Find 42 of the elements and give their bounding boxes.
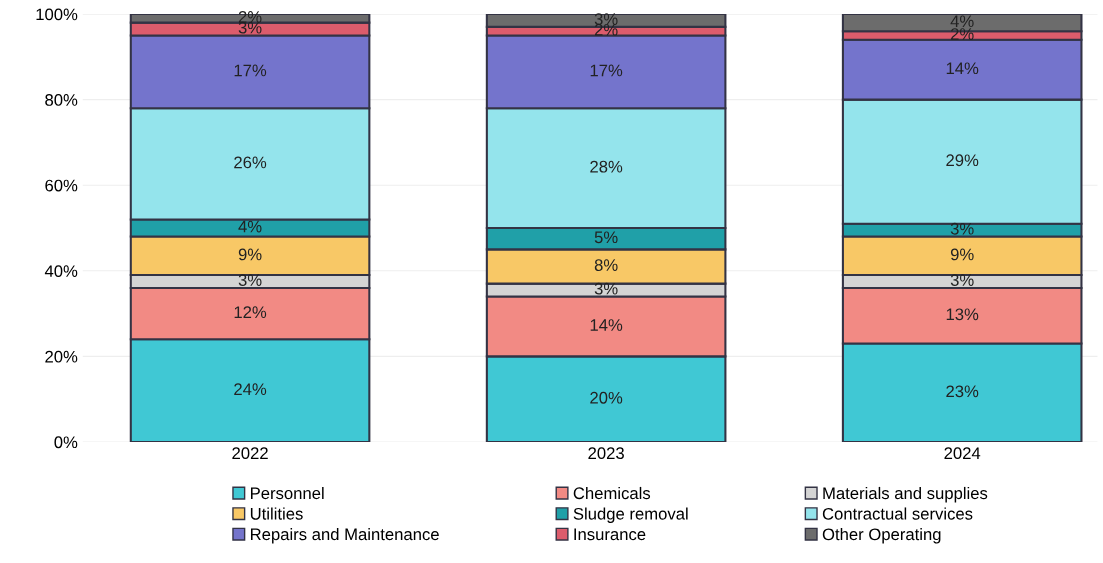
data-label: 14% [946, 62, 979, 75]
data-label: 5% [594, 231, 618, 244]
data-label: 4% [950, 15, 974, 28]
x-tick-label: 2022 [232, 447, 268, 460]
legend-label: Contractual services [822, 507, 973, 520]
data-label: 8% [594, 259, 618, 271]
data-label: 29% [946, 154, 979, 167]
data-label: 17% [234, 64, 267, 77]
data-label: 9% [238, 248, 262, 261]
data-label: 26% [234, 156, 267, 169]
data-label: 3% [594, 282, 618, 295]
legend-label: Insurance [574, 528, 646, 541]
legend-label: Materials and supplies [823, 486, 988, 503]
data-label: 9% [950, 248, 974, 261]
data-label: 3% [950, 274, 974, 286]
legend-label: Other Operating [822, 527, 941, 544]
data-label: 3% [238, 21, 262, 34]
data-label: 23% [946, 385, 979, 398]
data-label: 24% [234, 383, 267, 396]
legend-label: Repairs and Maintenance [251, 527, 439, 544]
legend-label: Chemicals [573, 486, 651, 500]
data-label: 17% [590, 64, 623, 77]
data-label: 3% [950, 222, 974, 235]
legend-label: Utilities [250, 507, 303, 520]
data-label: 13% [946, 308, 979, 321]
y-tick-label: 20% [45, 350, 78, 363]
data-label: 12% [234, 306, 267, 318]
y-tick-label: 0% [54, 436, 78, 449]
y-tick-label: 60% [45, 179, 78, 192]
x-tick-label: 2024 [944, 447, 981, 460]
x-tick-label: 2023 [588, 447, 624, 460]
data-label: 20% [590, 391, 623, 404]
data-label: 14% [590, 319, 623, 331]
legend-label: Personnel [251, 486, 324, 500]
y-tick-label: 80% [45, 94, 78, 106]
legend-label: Sludge removal [573, 507, 688, 523]
y-tick-label: 40% [44, 265, 78, 278]
data-label: 3% [238, 274, 262, 286]
data-label: 28% [590, 160, 623, 173]
data-label: 3% [594, 13, 618, 25]
data-label: 4% [238, 220, 262, 233]
y-tick-label: 100% [36, 8, 78, 21]
